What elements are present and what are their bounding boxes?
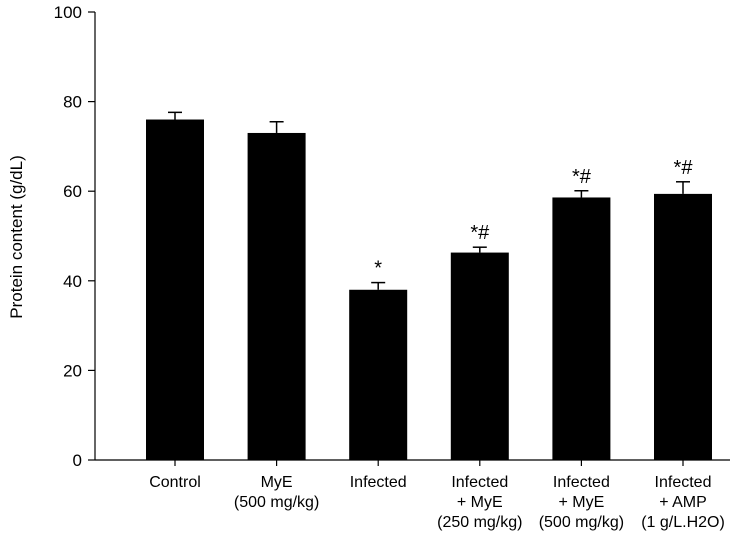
bar: [146, 119, 204, 461]
x-tick-label: (1 g/L.H2O): [641, 514, 725, 531]
x-tick-label: + MyE: [457, 494, 503, 511]
bar: [552, 197, 611, 461]
x-tick-label: MyE: [261, 474, 293, 491]
x-tick-label: + AMP: [659, 494, 707, 511]
bar: [654, 193, 712, 460]
x-tick-label: Infected: [655, 474, 712, 491]
bars: * *# *# *#: [146, 111, 712, 461]
significance-label: *#: [572, 166, 592, 188]
x-tick-label: (250 mg/kg): [437, 514, 522, 531]
x-tick-label: (500 mg/kg): [234, 494, 319, 511]
significance-label: *#: [674, 157, 694, 179]
y-tick-label: 60: [63, 182, 82, 201]
bar: [349, 289, 408, 460]
bar: [247, 132, 306, 460]
y-tick-label: 20: [63, 361, 82, 380]
x-tick-label: Infected: [451, 474, 508, 491]
y-tick-label: 0: [73, 451, 82, 470]
y-axis-title: Protein content (g/dL): [7, 155, 26, 318]
y-tick-label: 40: [63, 272, 82, 291]
x-tick-label: (500 mg/kg): [539, 514, 624, 531]
x-tick-label: Infected: [350, 474, 407, 491]
y-tick-label: 80: [63, 93, 82, 112]
x-tick-label: Control: [149, 474, 201, 491]
significance-label: *: [374, 258, 382, 280]
significance-label: *#: [470, 222, 490, 244]
x-axis: Control MyE (500 mg/kg) Infected Infected + M…: [95, 459, 730, 531]
x-tick-label: Infected: [553, 474, 610, 491]
bar: [450, 252, 509, 460]
x-tick-label: + MyE: [559, 494, 605, 511]
y-axis: 0 20 40 60 80 100: [54, 3, 96, 470]
y-tick-label: 100: [54, 3, 82, 22]
